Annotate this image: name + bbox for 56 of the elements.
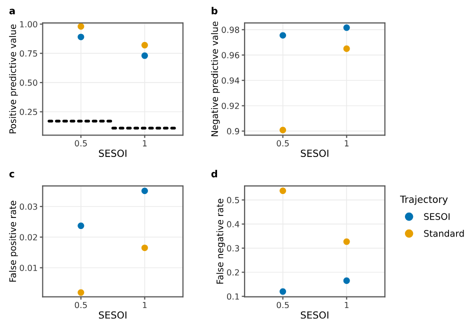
legend-label: Standard	[424, 230, 464, 237]
x-tick-label: 0.5	[276, 140, 289, 146]
x-axis-title: SESOI	[300, 150, 328, 157]
y-tick-label: 0.98	[222, 26, 240, 33]
x-tick-label: 1	[344, 140, 349, 146]
point	[343, 277, 350, 284]
x-tick-label: 1	[142, 302, 147, 308]
y-tick-label: 0.3	[227, 245, 240, 252]
point	[343, 24, 350, 31]
point	[343, 45, 350, 52]
chart-title: a	[9, 8, 15, 14]
point	[280, 126, 286, 134]
point	[280, 188, 286, 194]
y-tick-label: 0.03	[20, 203, 38, 210]
y-tick-label: 0.92	[222, 102, 239, 110]
y-tick-label: 0.94	[222, 77, 240, 84]
y-tick-label: 0.25	[20, 108, 38, 116]
y-tick-label: 0.02	[20, 234, 37, 240]
legend-label: SESOI	[424, 213, 450, 220]
point	[141, 52, 148, 59]
chart-title: d	[211, 170, 218, 178]
x-tick-label: 1	[344, 302, 349, 308]
y-tick-label: 0.4	[227, 221, 240, 228]
point	[78, 23, 84, 30]
y-tick-label: 0.96	[222, 52, 240, 58]
point	[78, 34, 84, 40]
y-tick-label: 0.1	[227, 293, 239, 300]
y-axis-title: Positive predictive value	[9, 24, 18, 134]
y-tick-label: 0.75	[20, 50, 38, 57]
x-axis-title: SESOI	[98, 150, 126, 157]
point	[141, 42, 148, 48]
y-tick-label: 0.9	[227, 128, 240, 134]
y-tick-label: 1.00	[20, 21, 38, 28]
x-tick-label: 0.5	[276, 302, 289, 308]
y-tick-label: 0.50	[20, 80, 38, 86]
point	[141, 188, 148, 194]
y-tick-label: 0.2	[227, 269, 239, 276]
x-axis-title: SESOI	[300, 311, 328, 319]
point	[78, 222, 84, 230]
x-tick-label: 1	[142, 140, 147, 146]
x-axis-title: SESOI	[98, 311, 126, 319]
x-tick-label: 0.5	[74, 140, 87, 146]
point	[280, 32, 286, 39]
chart-title: b	[212, 6, 218, 14]
point	[141, 244, 148, 252]
y-axis-title: False negative rate	[216, 198, 226, 284]
x-tick-label: 0.5	[74, 302, 87, 308]
point	[280, 288, 286, 295]
y-tick-label: 0.5	[227, 196, 239, 204]
y-axis-title: False positive rate	[9, 200, 18, 282]
y-tick-label: 0.01	[20, 264, 38, 272]
chart-title: c	[9, 172, 14, 178]
point	[343, 238, 350, 245]
legend-title: Trajectory	[400, 195, 448, 205]
point	[78, 289, 84, 296]
y-axis-title: Negative predictive value	[211, 22, 220, 136]
